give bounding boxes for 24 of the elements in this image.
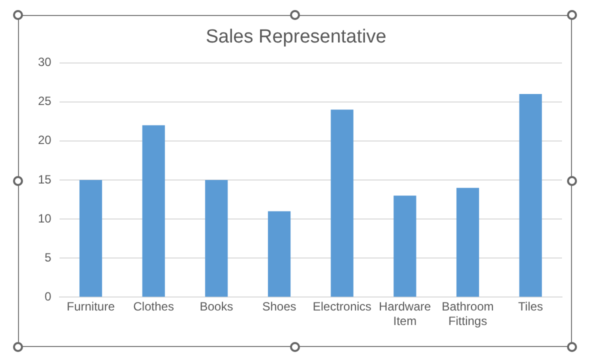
bar	[79, 180, 102, 297]
y-tick-label: 25	[38, 94, 52, 108]
x-tick-label: Electronics	[312, 300, 372, 314]
bar	[330, 110, 354, 297]
y-tick-label: 0	[44, 290, 52, 304]
bar	[205, 180, 228, 297]
chart-title: Sales Representative	[206, 26, 386, 48]
bar	[268, 211, 291, 297]
y-tick-label: 5	[44, 250, 52, 264]
y-tick-label: 15	[38, 172, 52, 186]
bar	[519, 94, 542, 297]
y-tick-label: 20	[38, 133, 52, 148]
bar	[142, 125, 165, 297]
x-tick-label: Furniture	[66, 300, 116, 314]
x-tick-label: Shoes	[262, 300, 296, 314]
x-tick-label: Hardware Item	[378, 300, 432, 328]
x-tick-label: Books	[200, 300, 234, 314]
bar	[394, 196, 416, 297]
y-tick-label: 30	[38, 55, 52, 70]
x-tick-label: Bathroom Fittings	[442, 300, 494, 328]
y-tick-label: 10	[38, 211, 52, 226]
x-tick-label: Clothes	[133, 300, 174, 314]
x-tick-label: Tiles	[518, 300, 544, 314]
bar	[456, 188, 480, 297]
